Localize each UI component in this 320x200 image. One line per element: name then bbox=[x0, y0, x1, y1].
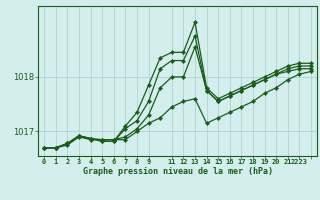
X-axis label: Graphe pression niveau de la mer (hPa): Graphe pression niveau de la mer (hPa) bbox=[83, 167, 273, 176]
